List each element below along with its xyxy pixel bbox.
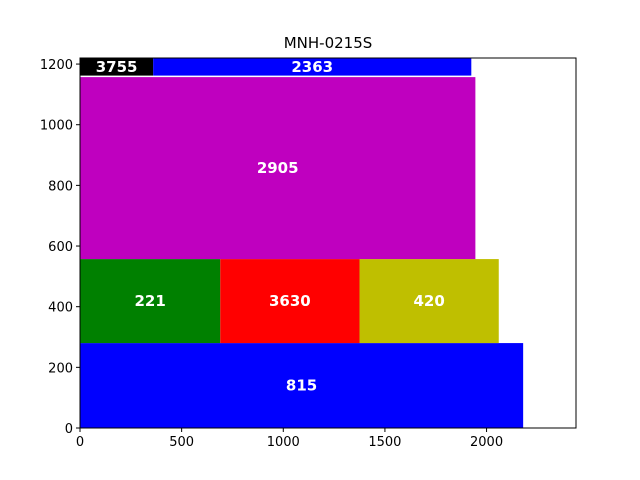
rectangle-221	[80, 259, 221, 344]
rectangle-label-2363: 2363	[291, 58, 333, 76]
rectangle-label-3755: 3755	[96, 58, 138, 76]
x-tick-label: 1500	[368, 435, 401, 450]
y-tick-label: 600	[48, 240, 73, 255]
x-tick-label: 2000	[470, 435, 503, 450]
rectangle-3630	[220, 259, 360, 344]
rectangle-label-3630: 3630	[269, 292, 311, 310]
rectangle-420	[359, 259, 499, 344]
rectangle-label-2905: 2905	[257, 159, 299, 177]
rectangle-labels: 815 221 3630 420 2905 3755 2363	[96, 58, 445, 395]
chart-title: MNH-0215S	[284, 34, 373, 52]
x-axis: 0 500 1000 1500 2000	[76, 428, 503, 450]
y-tick-label: 400	[48, 301, 73, 316]
rectangle-label-815: 815	[286, 377, 317, 395]
x-tick-label: 1000	[267, 435, 300, 450]
y-tick-label: 1200	[40, 58, 73, 73]
x-tick-label: 0	[76, 435, 84, 450]
rectangle-label-420: 420	[413, 292, 444, 310]
rectangle-2363	[153, 58, 472, 76]
rectangle-label-221: 221	[134, 292, 165, 310]
y-tick-label: 1000	[40, 119, 73, 134]
x-tick-label: 500	[169, 435, 194, 450]
plot-frame	[79, 57, 577, 429]
plot-rectangles	[80, 58, 524, 428]
y-axis: 0 200 400 600 800 1000 1200	[40, 58, 80, 437]
y-tick-label: 0	[65, 422, 73, 437]
rectangle-2905	[80, 77, 476, 260]
y-tick-label: 200	[48, 361, 73, 376]
y-tick-label: 800	[48, 179, 73, 194]
rectangle-3755	[80, 58, 154, 76]
rectangle-815	[80, 343, 524, 428]
